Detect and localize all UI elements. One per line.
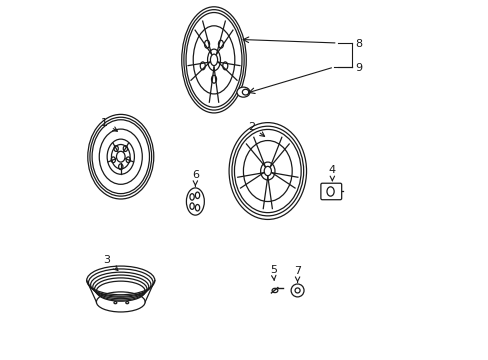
Ellipse shape bbox=[186, 188, 204, 215]
Text: 6: 6 bbox=[191, 170, 199, 186]
Text: 8: 8 bbox=[355, 40, 362, 49]
Text: 3: 3 bbox=[103, 255, 118, 270]
Text: 5: 5 bbox=[269, 265, 276, 280]
Ellipse shape bbox=[290, 284, 304, 297]
Text: 2: 2 bbox=[247, 122, 264, 136]
Text: 4: 4 bbox=[328, 165, 335, 181]
Text: 1: 1 bbox=[101, 118, 117, 131]
FancyBboxPatch shape bbox=[320, 183, 341, 200]
Text: 7: 7 bbox=[293, 266, 301, 282]
Ellipse shape bbox=[237, 87, 249, 97]
Text: 9: 9 bbox=[355, 63, 362, 73]
